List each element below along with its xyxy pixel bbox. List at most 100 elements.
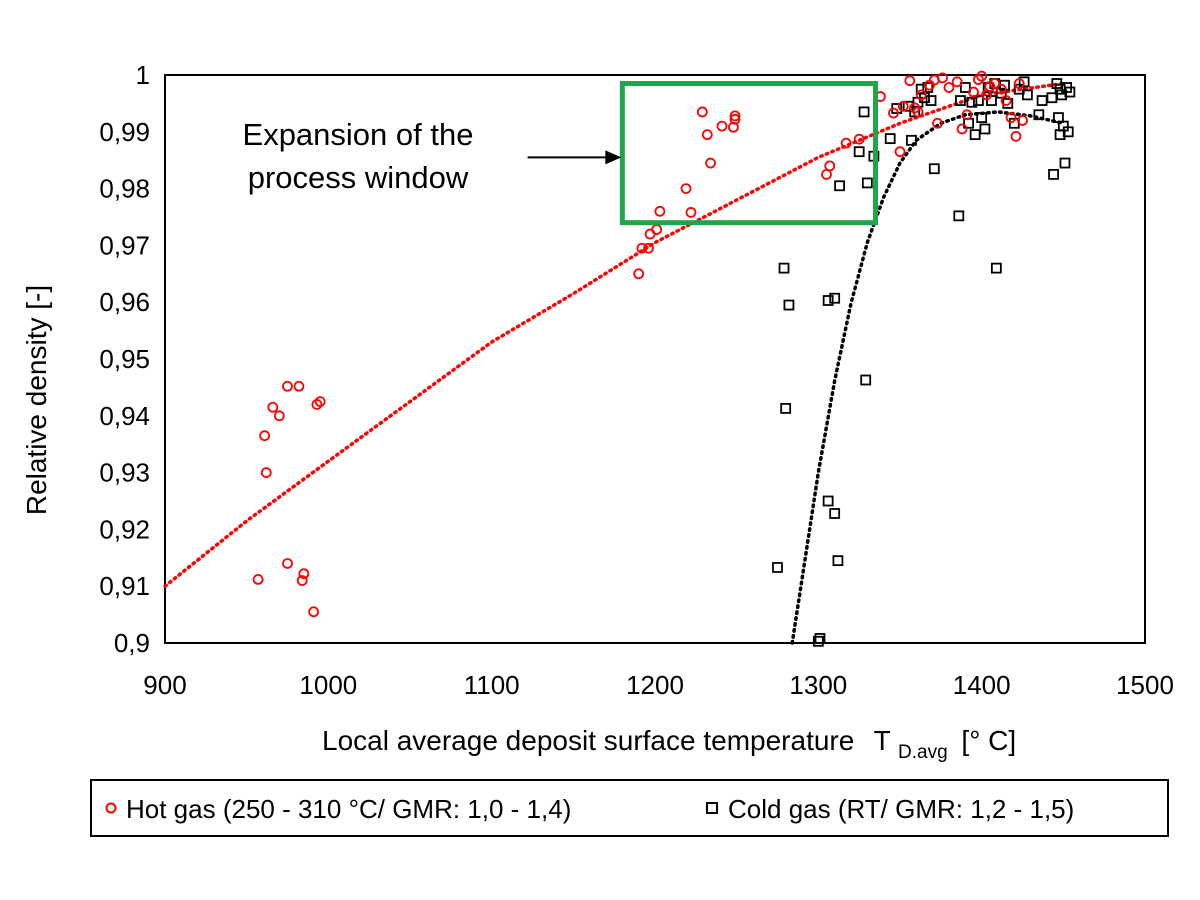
hot-gas-point: [293, 380, 305, 392]
hot-gas-point: [654, 205, 666, 217]
plot-area: [164, 74, 1146, 644]
y-axis-title: Relative density [-]: [21, 285, 52, 515]
y-tick-label: 0,93: [99, 458, 150, 488]
y-tick-labels: 0,9 0,91 0,92 0,93 0,94 0,95 0,96 0,97 0,98 0,99 1: [99, 60, 150, 658]
cold-gas-trend-line: [790, 110, 1066, 645]
y-tick-label: 1: [136, 60, 150, 90]
cold-gas-point: [919, 92, 930, 104]
cold-gas-point: [1048, 168, 1059, 180]
hot-gas-point: [298, 568, 310, 580]
cold-gas-point: [969, 129, 981, 141]
hot-gas-point: [282, 380, 293, 392]
legend-hot-label: Hot gas (250 - 310 °C/ GMR: 1,0 - 1,4): [126, 794, 571, 824]
x-tick-label: 1300: [789, 670, 847, 700]
y-tick-label: 0,91: [99, 571, 150, 601]
hot-gas-point: [296, 575, 308, 586]
x-axis-title-subscript: D.avg: [898, 742, 948, 763]
x-tick-label: 1100: [464, 670, 520, 700]
hot-gas-point: [705, 157, 716, 169]
y-tick-label: 0,9: [114, 628, 150, 658]
cold-gas-point: [1059, 157, 1071, 169]
hot-gas-point: [943, 82, 955, 93]
cold-gas-point: [925, 95, 937, 106]
cold-gas-point: [829, 292, 841, 304]
hot-gas-point: [976, 70, 988, 82]
cold-gas-points: [772, 76, 1076, 647]
cold-gas-point: [906, 134, 917, 146]
x-axis-title-text: Local average deposit surface temperatur…: [322, 725, 854, 756]
cold-gas-point: [1018, 76, 1030, 88]
hot-gas-point: [267, 401, 279, 413]
x-tick-label: 1200: [626, 670, 684, 700]
cold-gas-point: [1064, 86, 1076, 98]
trend-lines: [163, 81, 1066, 645]
hot-gas-point: [888, 107, 899, 119]
hot-gas-point: [824, 160, 836, 172]
cold-gas-point: [822, 295, 834, 306]
hot-gas-point: [1013, 78, 1025, 89]
legend-cold-label: Cold gas (RT/ GMR: 1,2 - 1,5): [728, 794, 1074, 824]
cold-gas-point: [772, 562, 783, 573]
hot-gas-point: [716, 120, 728, 132]
cold-gas-point: [812, 635, 824, 647]
hot-gas-point: [840, 137, 852, 149]
hot-gas-point: [308, 606, 320, 618]
hot-gas-point: [260, 467, 272, 479]
hot-gas-point: [989, 78, 1001, 89]
x-tick-label: 1000: [299, 670, 357, 700]
cold-gas-point: [959, 82, 971, 93]
hot-gas-point: [696, 106, 708, 118]
hot-gas-point: [951, 76, 963, 88]
process-window-box: [619, 81, 878, 226]
cold-gas-point: [955, 95, 966, 106]
cold-gas-point: [783, 299, 795, 311]
x-tick-label: 1400: [953, 670, 1011, 700]
cold-gas-point: [814, 633, 826, 644]
y-tick-label: 0,97: [99, 230, 150, 260]
x-axis-title-unit: [° C]: [961, 725, 1016, 756]
hot-gas-point: [912, 106, 924, 118]
cold-gas-point: [853, 146, 865, 158]
cold-gas-point: [834, 180, 845, 192]
hot-gas-point: [1010, 130, 1022, 142]
hot-gas-point: [729, 113, 741, 125]
annotation-arrowhead: [605, 150, 622, 165]
cold-gas-point: [990, 262, 1002, 274]
hot-gas-point: [259, 430, 271, 442]
y-tick-label: 0,96: [99, 287, 150, 317]
hot-gas-point: [311, 399, 323, 410]
cold-gas-point: [1033, 109, 1045, 121]
cold-gas-point: [860, 374, 872, 386]
annotation-line-2: process window: [248, 160, 469, 195]
hot-gas-point: [685, 207, 697, 218]
hot-gas-point: [636, 242, 648, 254]
cold-gas-point: [1062, 126, 1074, 138]
hot-gas-point: [282, 558, 293, 569]
cold-gas-point: [858, 106, 870, 118]
x-tick-labels: 900 1000 1100 1200 1300 1400 1500: [143, 670, 1174, 700]
legend-box: [90, 779, 1169, 837]
cold-gas-point: [780, 403, 792, 414]
hot-gas-point: [701, 129, 713, 141]
hot-gas-point: [968, 86, 979, 98]
hot-gas-point: [894, 146, 906, 158]
cold-gas-point: [822, 495, 834, 507]
y-tick-label: 0,94: [99, 401, 150, 431]
y-tick-label: 0,99: [99, 117, 150, 147]
hot-gas-point: [643, 242, 654, 254]
cold-gas-point: [966, 96, 978, 108]
legend-hot-marker: [105, 802, 117, 814]
annotation-line-1: Expansion of the: [243, 117, 474, 152]
cold-gas-point: [995, 87, 1007, 99]
hot-gas-point: [995, 83, 1007, 95]
hot-gas-point: [897, 100, 909, 112]
cold-gas-point: [973, 95, 984, 106]
y-tick-label: 0,92: [99, 514, 150, 544]
hot-gas-point: [729, 110, 741, 122]
cold-gas-point: [976, 112, 988, 123]
x-axis-title: Local average deposit surface temperatur…: [322, 725, 1016, 764]
hot-gas-point: [937, 72, 948, 84]
legend-cold-marker: [706, 802, 718, 814]
x-tick-label: 1500: [1116, 670, 1174, 700]
